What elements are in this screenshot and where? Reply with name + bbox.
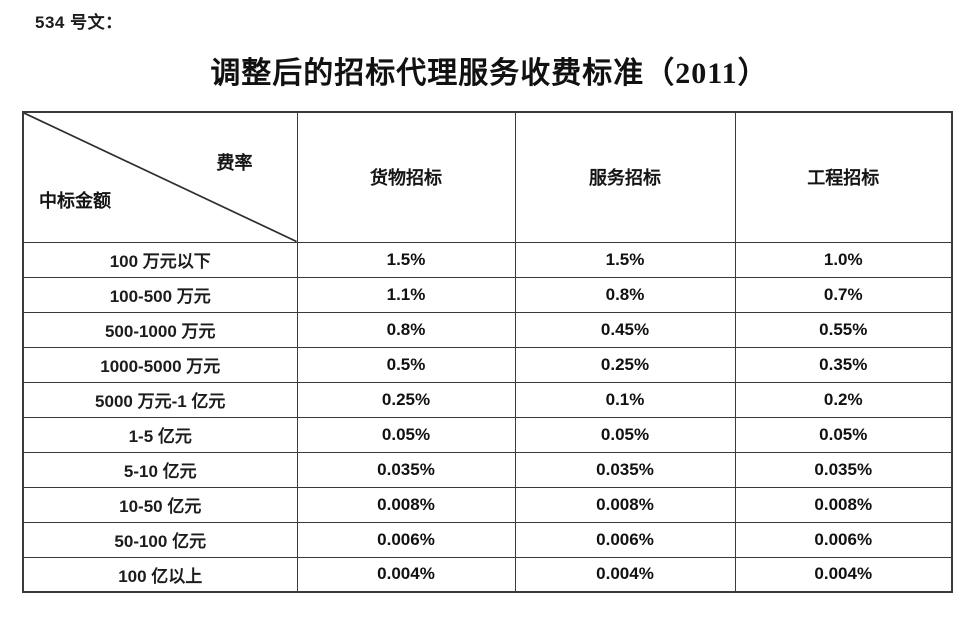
fee-value: 0.05%: [734, 416, 953, 453]
row-label: 5-10 亿元: [22, 451, 298, 488]
row-label: 50-100 亿元: [22, 521, 298, 558]
row-label: 1000-5000 万元: [22, 346, 298, 383]
fee-value: 0.008%: [296, 486, 516, 523]
fee-value: 1.1%: [296, 276, 516, 313]
row-label: 100 亿以上: [22, 556, 298, 593]
fee-value: 0.008%: [734, 486, 953, 523]
fee-value: 0.8%: [514, 276, 736, 313]
row-label: 1-5 亿元: [22, 416, 298, 453]
fee-value: 0.05%: [514, 416, 736, 453]
table-header-row: 费率 中标金额 货物招标 服务招标 工程招标: [22, 111, 953, 243]
fee-value: 0.004%: [734, 556, 953, 593]
fee-value: 0.004%: [296, 556, 516, 593]
fee-value: 0.004%: [514, 556, 736, 593]
row-label: 100-500 万元: [22, 276, 298, 313]
table-row: 100 万元以下 1.5% 1.5% 1.0%: [22, 241, 953, 278]
fee-value: 0.5%: [296, 346, 516, 383]
table-row: 5-10 亿元 0.035% 0.035% 0.035%: [22, 451, 953, 488]
fee-value: 0.35%: [734, 346, 953, 383]
fee-value: 1.5%: [514, 241, 736, 278]
diagonal-divider-line: [24, 113, 297, 242]
fee-value: 0.55%: [734, 311, 953, 348]
row-label: 10-50 亿元: [22, 486, 298, 523]
row-label: 100 万元以下: [22, 241, 298, 278]
column-header-goods-bidding: 货物招标: [296, 111, 516, 243]
fee-value: 0.035%: [734, 451, 953, 488]
fee-value: 0.2%: [734, 381, 953, 418]
fee-value: 1.0%: [734, 241, 953, 278]
column-header-service-bidding: 服务招标: [514, 111, 736, 243]
corner-label-amount: 中标金额: [39, 191, 111, 211]
table-row: 100-500 万元 1.1% 0.8% 0.7%: [22, 276, 953, 313]
fee-value: 0.05%: [296, 416, 516, 453]
fee-value: 1.5%: [296, 241, 516, 278]
fee-value: 0.008%: [514, 486, 736, 523]
page-title: 调整后的招标代理服务收费标准（2011）: [210, 57, 769, 90]
fee-value: 0.006%: [734, 521, 953, 558]
fee-value: 0.45%: [514, 311, 736, 348]
table-row: 50-100 亿元 0.006% 0.006% 0.006%: [22, 521, 953, 558]
fee-value: 0.006%: [296, 521, 516, 558]
table-row: 1000-5000 万元 0.5% 0.25% 0.35%: [22, 346, 953, 383]
fee-value: 0.25%: [296, 381, 516, 418]
fee-value: 0.7%: [734, 276, 953, 313]
fee-value: 0.006%: [514, 521, 736, 558]
corner-label-rate: 费率: [216, 153, 253, 173]
column-header-engineering-bidding: 工程招标: [734, 111, 953, 243]
table-row: 500-1000 万元 0.8% 0.45% 0.55%: [22, 311, 953, 348]
fee-value: 0.8%: [296, 311, 516, 348]
table-row: 5000 万元-1 亿元 0.25% 0.1% 0.2%: [22, 381, 953, 418]
table-row: 1-5 亿元 0.05% 0.05% 0.05%: [22, 416, 953, 453]
doc-number: 534 号文：: [35, 13, 123, 32]
fee-value: 0.035%: [514, 451, 736, 488]
fee-value: 0.1%: [514, 381, 736, 418]
fee-standards-table: 费率 中标金额 货物招标 服务招标 工程招标 100 万元以下 1.5% 1.5…: [22, 111, 953, 593]
row-label: 5000 万元-1 亿元: [22, 381, 298, 418]
table-row: 100 亿以上 0.004% 0.004% 0.004%: [22, 556, 953, 593]
row-label: 500-1000 万元: [22, 311, 298, 348]
fee-value: 0.035%: [296, 451, 516, 488]
fee-value: 0.25%: [514, 346, 736, 383]
table-row: 10-50 亿元 0.008% 0.008% 0.008%: [22, 486, 953, 523]
corner-header-cell: 费率 中标金额: [22, 111, 298, 243]
